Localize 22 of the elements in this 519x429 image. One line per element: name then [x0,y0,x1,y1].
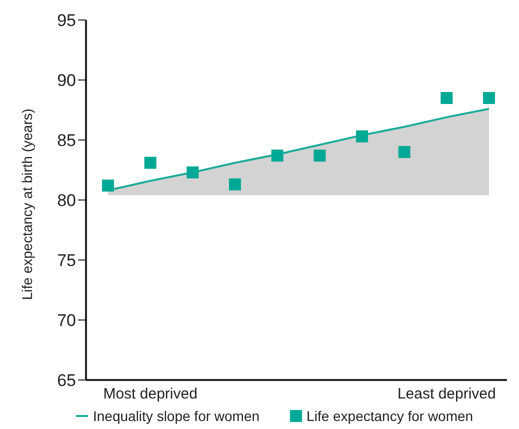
point [102,180,114,192]
point [186,166,199,178]
legend-label: Inequality slope for women [93,408,260,424]
x-tick-label: Least deprived [397,386,496,403]
legend-label: Life expectancy for women [306,408,474,424]
y-axis-title: Life expectancy at birth (years) [18,108,35,300]
point [314,150,326,162]
y-tick-label: 85 [57,131,76,150]
x-tick-label: Most deprived [103,386,198,403]
y-tick-label: 70 [57,311,76,330]
point [229,178,241,190]
point [483,92,495,104]
y-tick-label: 65 [57,371,76,390]
point [356,130,368,142]
y-tick-label: 90 [57,71,76,90]
point [440,92,453,104]
point [144,156,156,169]
y-tick-label: 75 [57,251,76,270]
y-tick-label: 80 [57,191,76,210]
y-tick-label: 95 [57,11,76,30]
point [271,150,284,162]
point [398,146,410,158]
